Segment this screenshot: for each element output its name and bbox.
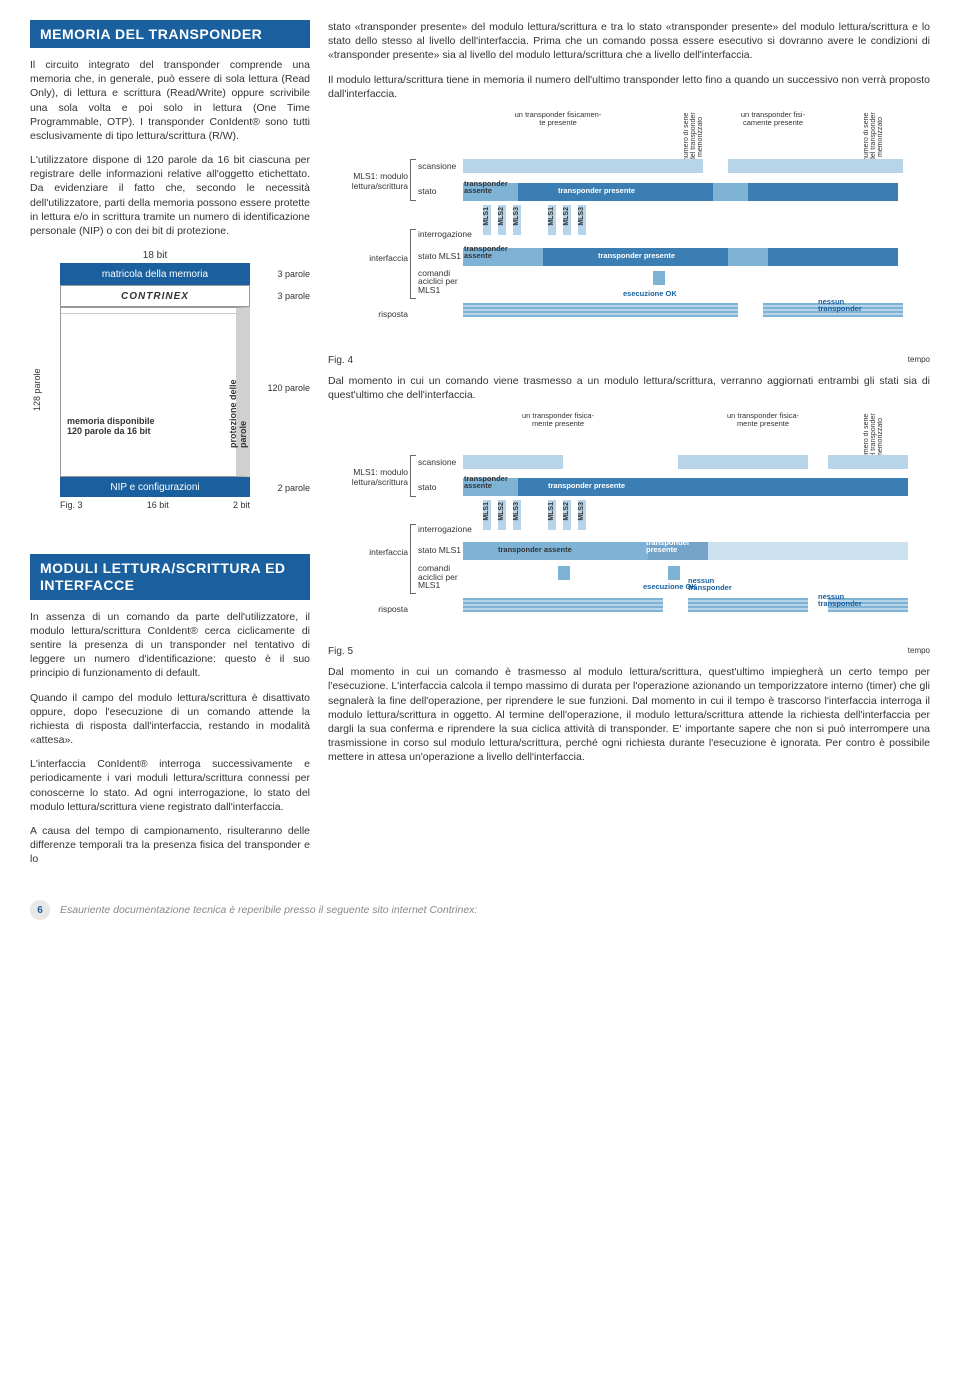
lbl-presente: transponder presente bbox=[558, 186, 635, 195]
para: Dal momento in cui un comando è trasmess… bbox=[328, 665, 930, 764]
lbl-nessun: nessun transponder bbox=[688, 578, 732, 592]
right-column: stato «transponder presente» del modulo … bbox=[328, 20, 930, 876]
annot-numserie: numero di serie del transponder memorizz… bbox=[683, 107, 704, 167]
row-interfaccia: interfaccia bbox=[328, 547, 408, 557]
para: Quando il campo del modulo lettura/scrit… bbox=[30, 691, 310, 748]
timing-fig5: un transponder fisica- mente presente un… bbox=[328, 412, 930, 657]
lbl-esecok: esecuzione OK bbox=[623, 289, 677, 298]
fig3-label: Fig. 3 bbox=[60, 500, 83, 510]
mls-label: MLS3 bbox=[578, 502, 585, 521]
annot-tr-presente: un transponder fisicamen- te presente bbox=[503, 111, 613, 128]
annot-tr-presente: un transponder fisica- mente presente bbox=[503, 412, 613, 429]
fig4-label: Fig. 4 bbox=[328, 355, 353, 366]
mls-label: MLS2 bbox=[563, 207, 570, 226]
mls-label: MLS2 bbox=[498, 502, 505, 521]
annot-tr-presente: un transponder fisica- mente presente bbox=[708, 412, 818, 429]
mls-label: MLS1 bbox=[483, 207, 490, 226]
mem-matricola: matricola della memoria bbox=[60, 263, 250, 285]
mem-nip: NIP e configurazioni bbox=[60, 477, 250, 497]
timing-fig4: un transponder fisicamen- te presente un… bbox=[328, 111, 930, 366]
page-number: 6 bbox=[30, 900, 50, 920]
mem-128-label: 128 parole bbox=[32, 340, 42, 440]
lbl-assente: transponder assente bbox=[498, 545, 572, 554]
mls-label: MLS3 bbox=[513, 207, 520, 226]
para: In assenza di un comando da parte dell'u… bbox=[30, 610, 310, 681]
mem-disponibile: memoria disponibile 120 parole da 16 bit bbox=[67, 416, 155, 436]
para: Dal momento in cui un comando viene tras… bbox=[328, 374, 930, 402]
mls-label: MLS3 bbox=[578, 207, 585, 226]
lbl-assente: transponder assente bbox=[464, 181, 508, 195]
row-interfaccia: interfaccia bbox=[328, 253, 408, 263]
lbl-presente: transponder presente bbox=[598, 251, 675, 260]
annot-tr-presente: un transponder fisi- camente presente bbox=[728, 111, 818, 128]
lbl-assente: transponder assente bbox=[464, 246, 508, 260]
mem-brand: CONTRINEX bbox=[60, 285, 250, 307]
lbl-nessun: nessun transponder bbox=[818, 299, 862, 313]
para: Il circuito integrato del transponder co… bbox=[30, 58, 310, 143]
mem-r4: 2 parole bbox=[277, 483, 310, 493]
mls-label: MLS2 bbox=[563, 502, 570, 521]
para: L'utilizzatore dispone di 120 parole da … bbox=[30, 153, 310, 238]
mls-label: MLS1 bbox=[548, 502, 555, 521]
lbl-presente: transponder presente bbox=[548, 481, 625, 490]
tempo-label: tempo bbox=[908, 355, 930, 364]
para: A causa del tempo di campionamento, risu… bbox=[30, 824, 310, 867]
mem-2bit: 2 bit bbox=[233, 500, 250, 510]
mem-top-label: 18 bit bbox=[60, 250, 250, 261]
mem-16bit: 16 bit bbox=[147, 500, 169, 510]
annot-numserie: numero di serie del transponder memorizz… bbox=[863, 107, 884, 167]
para: stato «transponder presente» del modulo … bbox=[328, 20, 930, 63]
row-module: MLS1: modulo lettura/scrittura bbox=[328, 467, 408, 487]
mem-r2: 3 parole bbox=[277, 291, 310, 301]
memory-diagram: 18 bit matricola della memoria CONTRINEX… bbox=[30, 250, 310, 540]
row-module: MLS1: modulo lettura/scrittura bbox=[328, 171, 408, 191]
row-risposta: risposta bbox=[328, 309, 408, 319]
mem-r1: 3 parole bbox=[277, 269, 310, 279]
heading-moduli: MODULI LETTURA/SCRITTURA ED INTERFACCE bbox=[30, 554, 310, 600]
para: L'interfaccia ConIdent® interroga succes… bbox=[30, 757, 310, 814]
mem-protect-label: protezione delle parole bbox=[228, 358, 248, 448]
footer: 6 Esauriente documentazione tecnica è re… bbox=[30, 900, 930, 920]
mem-r3: 120 parole bbox=[267, 383, 310, 393]
mls-label: MLS2 bbox=[498, 207, 505, 226]
heading-memoria: MEMORIA DEL TRANSPONDER bbox=[30, 20, 310, 48]
lbl-assente: transponder assente bbox=[464, 476, 508, 490]
para: Il modulo lettura/scrittura tiene in mem… bbox=[328, 73, 930, 101]
mls-label: MLS3 bbox=[513, 502, 520, 521]
fig5-label: Fig. 5 bbox=[328, 646, 353, 657]
lbl-nessun: nessun transponder bbox=[818, 594, 862, 608]
tempo-label: tempo bbox=[908, 646, 930, 655]
mls-label: MLS1 bbox=[548, 207, 555, 226]
mls-label: MLS1 bbox=[483, 502, 490, 521]
left-column: MEMORIA DEL TRANSPONDER Il circuito inte… bbox=[30, 20, 310, 876]
row-risposta: risposta bbox=[328, 604, 408, 614]
lbl-presente: transponder presente bbox=[646, 540, 690, 554]
footer-text: Esauriente documentazione tecnica è repe… bbox=[60, 904, 477, 916]
